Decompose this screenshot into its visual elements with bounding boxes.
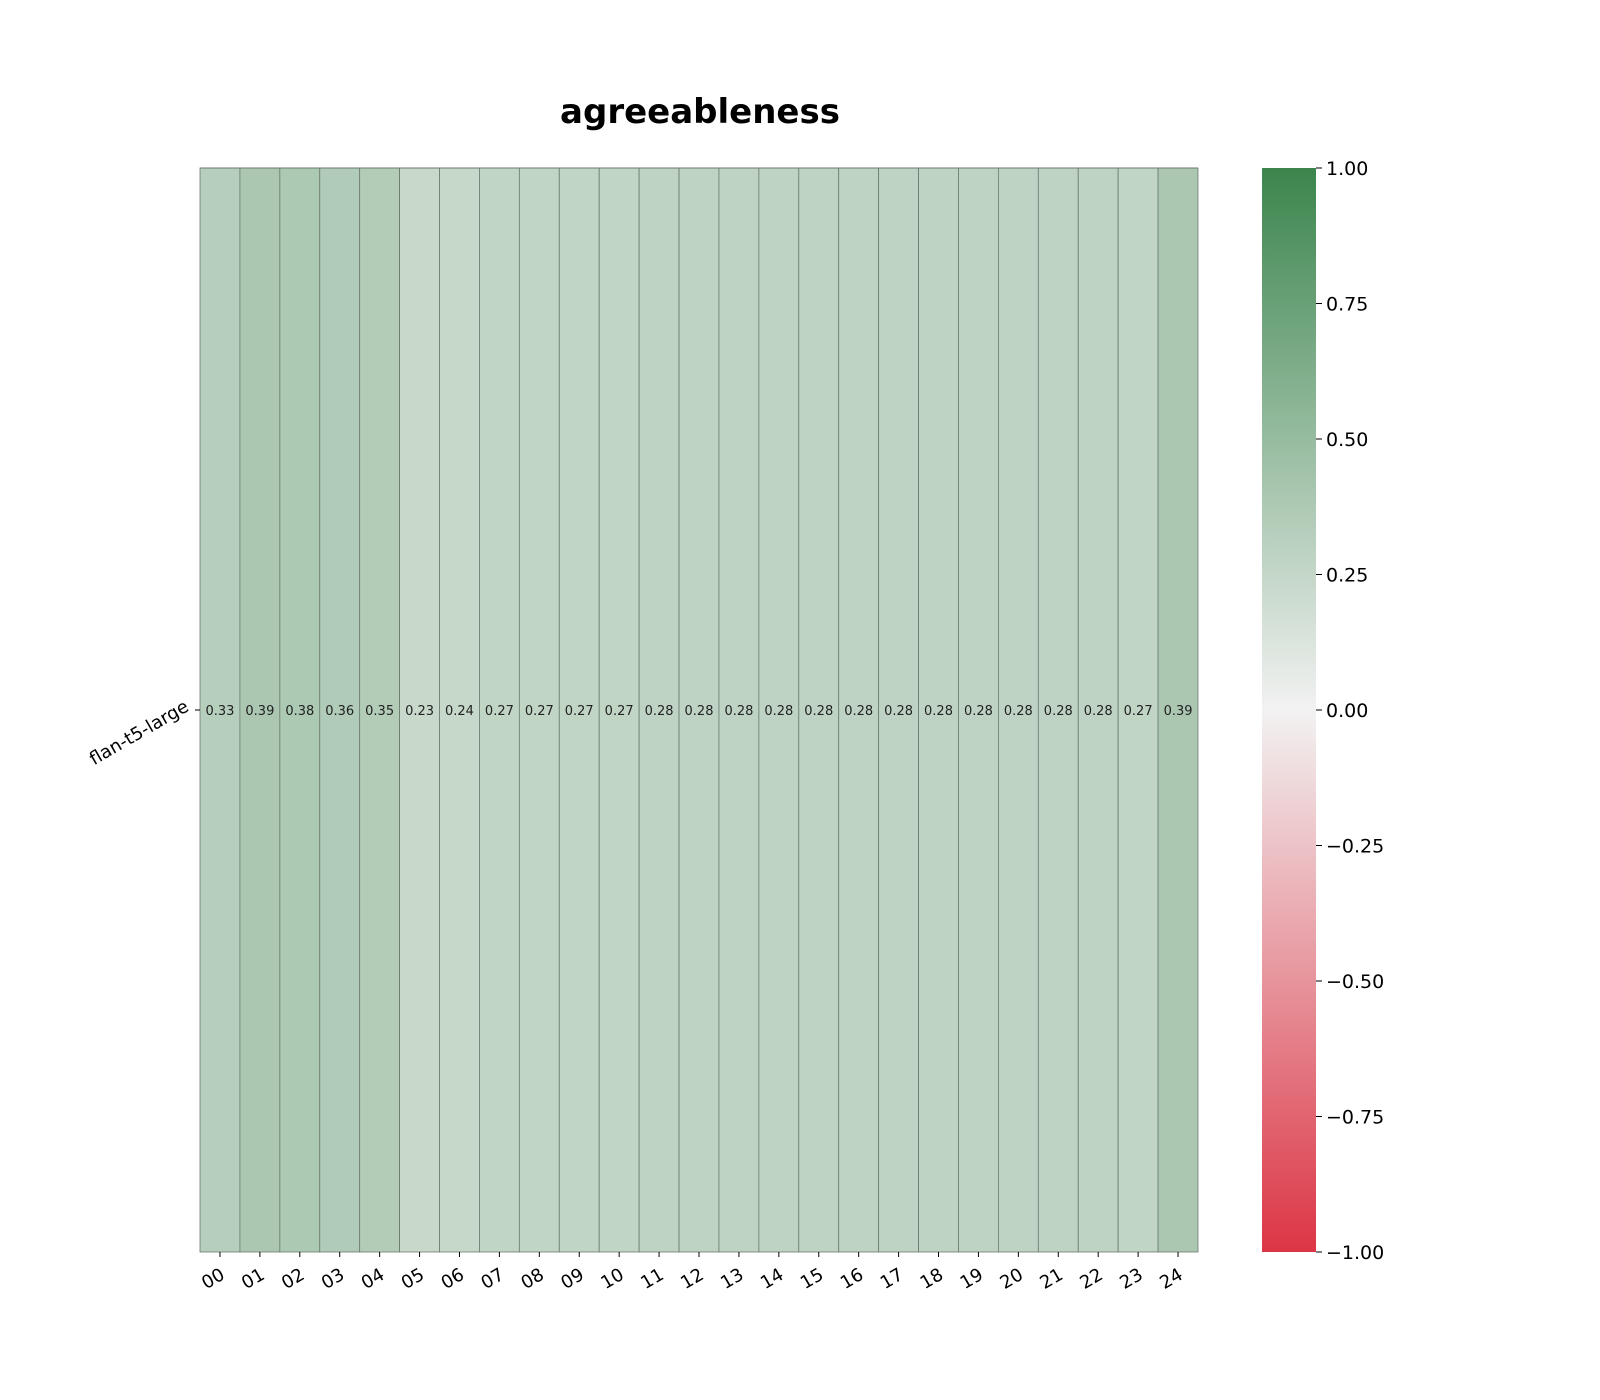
cell-value-labels: 0.33 0.39 0.38 0.36 0.35 0.23 0.24 0.27 0.27 0.27… — [205, 704, 1192, 719]
x-tick-label: 19 — [957, 1264, 987, 1294]
heatmap-cells — [199, 167, 1199, 1253]
y-axis-ticks: flan-t5-large — [86, 696, 200, 770]
colorbar-tick-label: 0.25 — [1326, 565, 1368, 587]
heatmap-cell — [838, 167, 880, 1253]
heatmap-cell — [718, 167, 760, 1253]
x-tick-label: 07 — [478, 1264, 508, 1294]
heatmap-cell — [958, 167, 999, 1253]
cell-value-label: 0.23 — [405, 704, 434, 719]
heatmap-cell — [918, 167, 959, 1253]
cell-value-label: 0.27 — [1124, 704, 1153, 719]
x-tick-label: 11 — [637, 1264, 667, 1294]
x-tick-label: 17 — [877, 1264, 907, 1294]
cell-value-label: 0.28 — [1044, 704, 1073, 719]
x-tick-label: 01 — [238, 1264, 268, 1294]
x-tick-label: 08 — [517, 1264, 547, 1294]
heatmap-cell — [998, 167, 1039, 1253]
cell-value-label: 0.28 — [685, 704, 714, 719]
cell-value-label: 0.28 — [1004, 704, 1033, 719]
colorbar-tick-label: 0.75 — [1326, 294, 1368, 316]
colorbar-gradient — [1262, 168, 1316, 1252]
cell-value-label: 0.24 — [445, 704, 474, 719]
colorbar: 1.00 0.75 0.50 0.25 0.00 −0.25 −0.50 −0.75 −1.00 — [1262, 158, 1384, 1264]
cell-value-label: 0.36 — [325, 704, 354, 719]
heatmap-cell — [199, 167, 241, 1253]
heatmap-cell — [319, 167, 361, 1253]
cell-value-label: 0.28 — [1084, 704, 1113, 719]
x-tick-label: 18 — [917, 1264, 947, 1294]
heatmap-cell — [798, 167, 840, 1253]
colorbar-tick-label: −0.25 — [1326, 836, 1384, 858]
heatmap-cell — [1117, 167, 1159, 1253]
heatmap-cell — [558, 167, 600, 1253]
cell-value-label: 0.35 — [365, 704, 394, 719]
cell-value-label: 0.28 — [844, 704, 873, 719]
chart-title: agreeableness — [560, 92, 840, 132]
cell-value-label: 0.28 — [924, 704, 953, 719]
cell-value-label: 0.39 — [1164, 704, 1193, 719]
x-tick-label: 09 — [557, 1264, 587, 1294]
heatmap-cell — [1037, 167, 1079, 1253]
x-tick-label: 15 — [797, 1264, 827, 1294]
x-tick-label: 14 — [757, 1264, 787, 1294]
colorbar-tick-label: 0.50 — [1326, 429, 1368, 451]
colorbar-tick-label: 0.00 — [1326, 700, 1368, 722]
cell-value-label: 0.27 — [605, 704, 634, 719]
cell-value-label: 0.28 — [724, 704, 753, 719]
y-tick-label: flan-t5-large — [86, 696, 193, 770]
colorbar-tick-label: −0.75 — [1326, 1107, 1384, 1129]
x-tick-label: 22 — [1076, 1264, 1106, 1294]
cell-value-label: 0.28 — [884, 704, 913, 719]
x-tick-label: 02 — [278, 1264, 308, 1294]
x-tick-label: 05 — [398, 1264, 428, 1294]
cell-value-label: 0.38 — [285, 704, 314, 719]
x-axis-ticks: 00 01 02 03 04 05 06 07 08 09 10 11 12 13 14 15 16 17 18 19… — [198, 1252, 1187, 1294]
x-tick-label: 20 — [997, 1264, 1027, 1294]
x-tick-label: 13 — [717, 1264, 747, 1294]
x-tick-label: 00 — [198, 1264, 228, 1294]
x-tick-label: 10 — [597, 1264, 627, 1294]
x-tick-label: 16 — [837, 1264, 867, 1294]
colorbar-tick-label: −1.00 — [1326, 1242, 1384, 1264]
colorbar-tick-label: −0.50 — [1326, 971, 1384, 993]
colorbar-tick-label: 1.00 — [1326, 158, 1368, 180]
cell-value-label: 0.27 — [485, 704, 514, 719]
heatmap-cell — [518, 167, 560, 1253]
cell-value-label: 0.28 — [964, 704, 993, 719]
heatmap-cell — [878, 167, 919, 1253]
heatmap-cell — [479, 167, 520, 1253]
heatmap-cell — [758, 167, 800, 1253]
x-tick-label: 03 — [318, 1264, 348, 1294]
cell-value-label: 0.28 — [764, 704, 793, 719]
cell-value-label: 0.27 — [525, 704, 554, 719]
cell-value-label: 0.28 — [804, 704, 833, 719]
cell-value-label: 0.28 — [645, 704, 674, 719]
x-tick-label: 23 — [1116, 1264, 1146, 1294]
x-tick-label: 04 — [358, 1264, 388, 1294]
x-tick-label: 12 — [677, 1264, 707, 1294]
heatmap-cell — [678, 167, 720, 1253]
cell-value-label: 0.27 — [565, 704, 594, 719]
heatmap-cell — [439, 167, 480, 1253]
heatmap-cell — [1157, 167, 1199, 1253]
cell-value-label: 0.39 — [245, 704, 274, 719]
x-tick-label: 24 — [1156, 1264, 1186, 1294]
cell-value-label: 0.33 — [205, 704, 234, 719]
x-tick-label: 06 — [438, 1264, 468, 1294]
x-tick-label: 21 — [1036, 1264, 1066, 1294]
heatmap-cell — [1077, 167, 1119, 1253]
heatmap-cell — [638, 167, 680, 1253]
heatmap-cell — [279, 167, 321, 1253]
